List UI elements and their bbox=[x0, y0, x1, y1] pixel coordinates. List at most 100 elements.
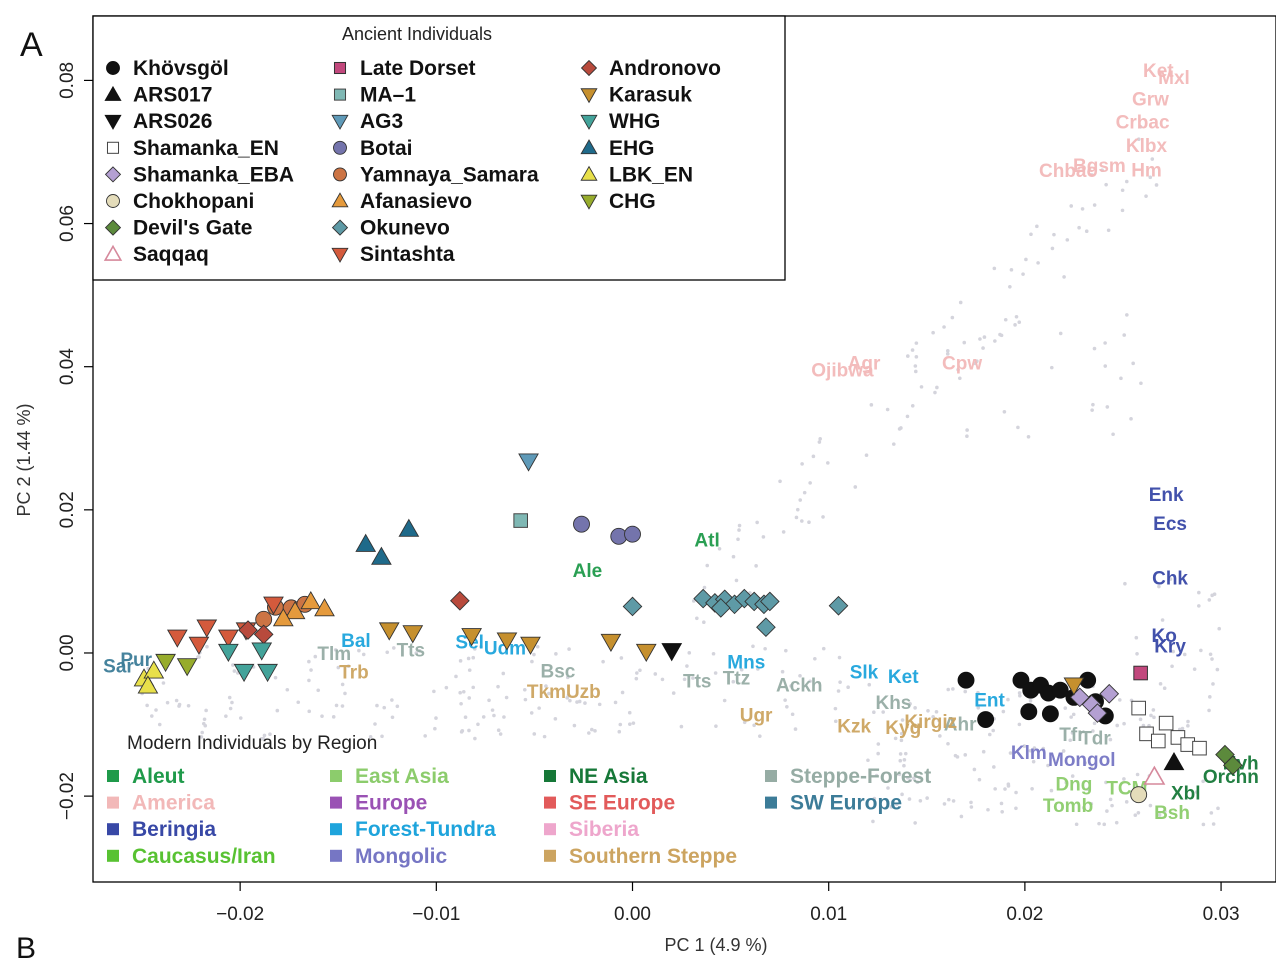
y-tick-label: −0.02 bbox=[57, 772, 78, 820]
modern-sample-dot bbox=[1139, 381, 1143, 386]
modern-sample-dot bbox=[1092, 203, 1097, 207]
modern-sample-dot bbox=[734, 578, 739, 583]
x-axis: −0.02 −0.01 0.00 0.01 0.02 0.03 bbox=[216, 882, 1240, 925]
modern-sample-dot bbox=[1017, 722, 1022, 727]
modern-sample-dot bbox=[275, 708, 280, 713]
modern-sample-dot bbox=[813, 657, 817, 661]
modern-sample-dot bbox=[390, 715, 395, 720]
population-label: Kzk bbox=[837, 716, 871, 737]
modern-sample-dot bbox=[886, 786, 890, 790]
modern-sample-dot bbox=[1080, 207, 1085, 211]
legend-marker bbox=[104, 85, 122, 101]
modern-sample-dot bbox=[307, 709, 312, 714]
modern-sample-dot bbox=[1152, 715, 1156, 720]
modern-sample-dot bbox=[798, 673, 802, 678]
modern-sample-dot bbox=[196, 655, 200, 659]
modern-sample-dot bbox=[1097, 821, 1101, 826]
modern-sample-dot bbox=[864, 453, 869, 458]
population-label: Bgsm bbox=[1073, 156, 1126, 177]
modern-sample-dot bbox=[1049, 788, 1054, 793]
modern-sample-dot bbox=[1036, 261, 1040, 265]
modern-sample-dot bbox=[795, 507, 800, 512]
modern-sample-dot bbox=[1125, 313, 1129, 317]
modern-sample-dot bbox=[1216, 806, 1220, 811]
population-label: Tomb bbox=[1043, 796, 1093, 817]
population-label: Ko bbox=[1152, 626, 1177, 647]
ancient-point bbox=[513, 513, 528, 528]
modern-sample-dot bbox=[1157, 813, 1162, 817]
modern-sample-dot bbox=[905, 414, 910, 419]
modern-sample-dot bbox=[742, 720, 747, 725]
ancient-legend-title: Ancient Individuals bbox=[342, 24, 492, 44]
x-tick-label: 0.03 bbox=[1203, 904, 1240, 925]
x-tick-label: −0.01 bbox=[412, 904, 460, 925]
modern-sample-dot bbox=[150, 714, 154, 718]
region-legend-label: Southern Steppe bbox=[569, 845, 737, 868]
modern-sample-dot bbox=[986, 807, 990, 812]
modern-sample-dot bbox=[1017, 691, 1022, 695]
modern-sample-dot bbox=[935, 385, 939, 390]
ancient-legend-label: Botai bbox=[360, 137, 413, 160]
modern-sample-dot bbox=[722, 698, 727, 703]
modern-sample-dot bbox=[794, 515, 799, 520]
population-label: Slk bbox=[850, 663, 879, 684]
legend-marker bbox=[333, 140, 347, 155]
ancient-legend-label: Shamanka_EN bbox=[133, 137, 279, 160]
modern-sample-dot bbox=[481, 715, 486, 719]
ancient-point bbox=[272, 608, 294, 627]
modern-sample-dot bbox=[553, 717, 558, 721]
modern-sample-dot bbox=[620, 690, 625, 695]
modern-sample-dot bbox=[597, 702, 602, 707]
ancient-point bbox=[600, 633, 622, 653]
ancient-legend: Ancient Individuals Khövsgöl ARS017 ARS026… bbox=[92, 15, 786, 281]
modern-sample-dot bbox=[471, 655, 476, 660]
modern-sample-dot bbox=[273, 675, 278, 680]
modern-sample-dot bbox=[999, 801, 1004, 806]
ancient-legend-label: LBK_EN bbox=[609, 163, 693, 186]
modern-sample-dot bbox=[1102, 822, 1107, 827]
modern-sample-dot bbox=[780, 669, 785, 674]
modern-sample-dot bbox=[872, 796, 877, 801]
modern-sample-dot bbox=[1074, 822, 1079, 827]
modern-sample-dot bbox=[1090, 408, 1094, 412]
modern-sample-dot bbox=[897, 772, 902, 777]
modern-sample-dot bbox=[479, 644, 483, 649]
modern-sample-dot bbox=[790, 712, 795, 717]
modern-sample-dot bbox=[433, 726, 437, 731]
population-label: Ale bbox=[573, 561, 603, 582]
modern-sample-dot bbox=[1135, 772, 1140, 777]
modern-sample-dot bbox=[165, 700, 170, 705]
population-label: Dng bbox=[1055, 774, 1092, 795]
modern-sample-dot bbox=[1192, 667, 1197, 671]
modern-sample-dot bbox=[1212, 592, 1217, 597]
ancient-legend-label: Afanasievo bbox=[360, 190, 472, 213]
modern-sample-dot bbox=[951, 799, 956, 803]
modern-sample-dot bbox=[737, 528, 741, 532]
modern-sample-dot bbox=[1084, 229, 1089, 234]
region-legend-label: SE Europe bbox=[569, 792, 675, 815]
modern-sample-dot bbox=[204, 708, 208, 713]
modern-sample-dot bbox=[1046, 763, 1050, 768]
modern-sample-dot bbox=[414, 651, 419, 655]
modern-sample-dot bbox=[471, 685, 476, 690]
region-legend-label: SW Europe bbox=[790, 792, 902, 815]
region-legend: Modern Individuals by Region Aleut Americ… bbox=[107, 733, 931, 868]
modern-sample-dot bbox=[919, 385, 924, 389]
modern-sample-dot bbox=[908, 778, 913, 783]
ancient-point bbox=[573, 515, 590, 533]
modern-sample-dot bbox=[1052, 232, 1056, 237]
region-legend-label: Siberia bbox=[569, 818, 639, 841]
region-swatch bbox=[330, 796, 342, 809]
modern-sample-dot bbox=[307, 659, 311, 664]
ancient-point bbox=[188, 636, 210, 655]
ancient-point bbox=[238, 620, 258, 640]
modern-sample-dot bbox=[1089, 766, 1094, 770]
region-legend-label: East Asia bbox=[355, 765, 449, 788]
ancient-point bbox=[1133, 665, 1148, 681]
modern-sample-dot bbox=[1210, 657, 1214, 661]
modern-sample-dot bbox=[1134, 635, 1139, 640]
region-legend-title: Modern Individuals by Region bbox=[127, 733, 377, 754]
modern-sample-dot bbox=[978, 337, 982, 341]
modern-sample-dot bbox=[145, 703, 149, 708]
population-label: Enk bbox=[1149, 485, 1184, 506]
